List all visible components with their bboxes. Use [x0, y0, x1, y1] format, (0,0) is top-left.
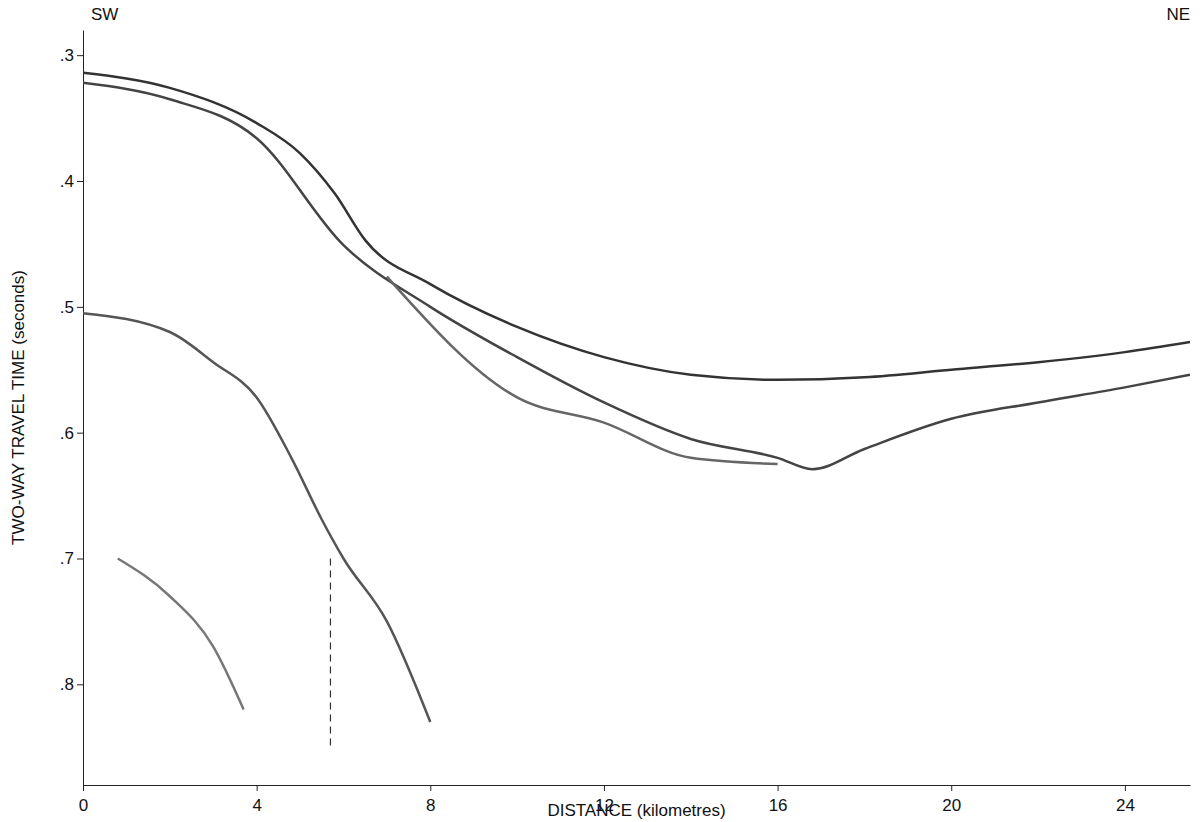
- y-tick-label: .3: [60, 46, 74, 65]
- x-tick-label: 20: [942, 796, 961, 815]
- y-tick-mark: [77, 684, 83, 685]
- plot: 04812162024.3.4.5.6.7.8: [60, 31, 1191, 816]
- x-tick: 20: [942, 785, 961, 815]
- reflector-line: [387, 277, 778, 464]
- x-tick: 24: [1116, 785, 1135, 815]
- reflector-line: [83, 73, 1190, 380]
- x-tick: 16: [769, 785, 788, 815]
- reflector-line: [83, 83, 1190, 469]
- x-tick-mark: [430, 785, 431, 791]
- y-tick-mark: [77, 559, 83, 560]
- x-tick-label: 24: [1116, 796, 1135, 815]
- y-tick: .8: [60, 675, 83, 694]
- x-tick-label: 0: [79, 796, 88, 815]
- x-tick-mark: [778, 785, 779, 791]
- y-axis: .3 .4 .5 .6 .7 .8: [60, 31, 84, 786]
- x-tick-mark: [1125, 785, 1126, 791]
- y-tick-label: .7: [60, 549, 74, 568]
- x-tick-label: 8: [426, 796, 435, 815]
- x-tick: 8: [426, 785, 435, 815]
- y-tick: .5: [60, 298, 83, 317]
- y-tick-label: .6: [60, 424, 74, 443]
- x-tick: 4: [252, 785, 261, 815]
- y-axis-line: [83, 31, 84, 786]
- x-axis-title: DISTANCE (kilometres): [547, 801, 725, 820]
- direction-label: SW: [91, 5, 118, 24]
- chart: 04812162024.3.4.5.6.7.8DISTANCE (kilomet…: [0, 0, 1202, 822]
- y-tick: .7: [60, 549, 83, 568]
- y-tick: .3: [60, 46, 83, 65]
- x-axis-line: [84, 785, 1191, 786]
- y-tick-mark: [77, 307, 83, 308]
- x-tick-label: 4: [252, 796, 261, 815]
- y-tick-mark: [77, 433, 83, 434]
- y-tick-label: .5: [60, 298, 74, 317]
- y-tick-label: .8: [60, 675, 74, 694]
- reflectors: [83, 73, 1190, 747]
- reflector-line: [83, 313, 430, 722]
- x-tick-mark: [604, 785, 605, 791]
- reflector-line: [118, 559, 244, 710]
- y-tick: .4: [60, 172, 83, 191]
- y-tick-mark: [77, 181, 83, 182]
- x-tick-mark: [951, 785, 952, 791]
- x-tick-mark: [83, 785, 84, 791]
- x-tick-mark: [257, 785, 258, 791]
- dashed-line: [330, 559, 331, 748]
- y-tick: .6: [60, 424, 83, 443]
- x-tick-label: 16: [769, 796, 788, 815]
- y-tick-mark: [77, 55, 83, 56]
- y-axis-title: TWO-WAY TRAVEL TIME (seconds): [9, 270, 28, 545]
- direction-label: NE: [1166, 5, 1190, 24]
- x-tick: 0: [79, 785, 88, 815]
- y-tick-label: .4: [60, 172, 74, 191]
